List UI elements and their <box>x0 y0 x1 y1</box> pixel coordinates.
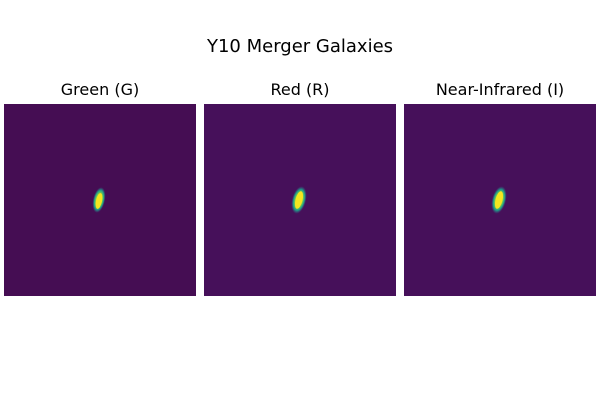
panel-title-red: Red (R) <box>270 80 330 99</box>
galaxy-core <box>494 191 504 209</box>
figure-title: Y10 Merger Galaxies <box>206 36 394 57</box>
galaxy-image-near-infrared <box>404 104 596 296</box>
galaxy-image-green <box>4 104 196 296</box>
galaxy-core <box>95 193 103 209</box>
galaxy-image-red <box>204 104 396 296</box>
panel-title-near-infrared: Near-Infrared (I) <box>435 80 565 99</box>
panel-title-green: Green (G) <box>60 80 140 99</box>
galaxy-core <box>294 191 304 209</box>
